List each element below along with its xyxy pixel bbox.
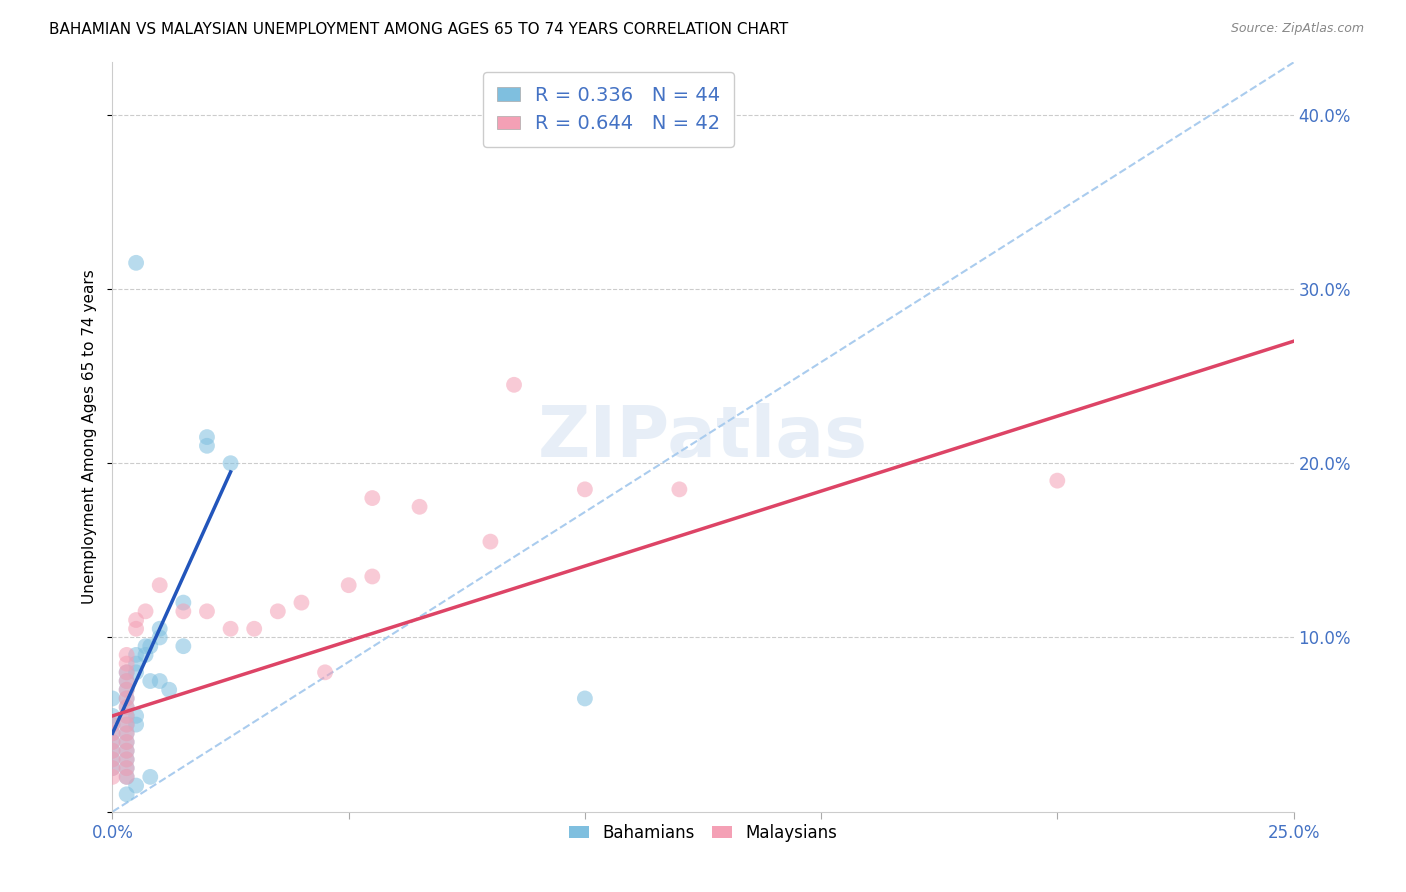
Point <box>361 491 384 505</box>
Legend: Bahamians, Malaysians: Bahamians, Malaysians <box>562 817 844 848</box>
Point <box>115 717 138 731</box>
Point <box>361 569 384 583</box>
Point <box>115 691 138 706</box>
Point <box>115 761 138 775</box>
Point <box>115 726 138 740</box>
Point <box>125 779 148 793</box>
Point <box>115 648 138 662</box>
Point <box>408 500 430 514</box>
Point <box>668 483 690 497</box>
Point <box>125 709 148 723</box>
Point <box>195 430 218 444</box>
Point <box>101 709 124 723</box>
Point <box>479 534 502 549</box>
Point <box>101 761 124 775</box>
Point <box>101 744 124 758</box>
Point <box>125 657 148 671</box>
Point <box>115 665 138 680</box>
Point <box>115 770 138 784</box>
Point <box>101 726 124 740</box>
Point <box>115 744 138 758</box>
Point <box>115 682 138 697</box>
Point <box>101 752 124 766</box>
Point <box>125 717 148 731</box>
Point <box>125 665 148 680</box>
Point <box>115 752 138 766</box>
Point <box>115 709 138 723</box>
Point <box>125 648 148 662</box>
Y-axis label: Unemployment Among Ages 65 to 74 years: Unemployment Among Ages 65 to 74 years <box>82 269 97 605</box>
Point <box>115 691 138 706</box>
Point <box>115 735 138 749</box>
Point <box>101 691 124 706</box>
Point <box>139 639 162 653</box>
Point <box>115 752 138 766</box>
Text: ZIPatlas: ZIPatlas <box>538 402 868 472</box>
Point <box>101 770 124 784</box>
Point <box>115 673 138 688</box>
Point <box>172 604 194 618</box>
Point <box>115 709 138 723</box>
Point <box>1046 474 1069 488</box>
Point <box>115 735 138 749</box>
Point <box>115 761 138 775</box>
Point <box>574 691 596 706</box>
Point <box>139 673 162 688</box>
Text: Source: ZipAtlas.com: Source: ZipAtlas.com <box>1230 22 1364 36</box>
Point <box>157 682 180 697</box>
Point <box>574 483 596 497</box>
Point <box>125 622 148 636</box>
Point <box>115 700 138 714</box>
Point <box>115 657 138 671</box>
Text: BAHAMIAN VS MALAYSIAN UNEMPLOYMENT AMONG AGES 65 TO 74 YEARS CORRELATION CHART: BAHAMIAN VS MALAYSIAN UNEMPLOYMENT AMONG… <box>49 22 789 37</box>
Point <box>101 735 124 749</box>
Point <box>172 639 194 653</box>
Point <box>172 596 194 610</box>
Point <box>115 726 138 740</box>
Point <box>243 622 266 636</box>
Point <box>101 752 124 766</box>
Point <box>149 631 172 645</box>
Point <box>135 639 157 653</box>
Point <box>101 744 124 758</box>
Point <box>149 673 172 688</box>
Point <box>101 735 124 749</box>
Point <box>503 377 526 392</box>
Point <box>125 256 148 270</box>
Point <box>219 622 242 636</box>
Point <box>219 456 242 470</box>
Point <box>149 578 172 592</box>
Point <box>314 665 336 680</box>
Point <box>101 717 124 731</box>
Point <box>115 682 138 697</box>
Point <box>115 665 138 680</box>
Point <box>125 613 148 627</box>
Point <box>337 578 360 592</box>
Point <box>267 604 290 618</box>
Point <box>115 744 138 758</box>
Point <box>115 700 138 714</box>
Point <box>290 596 312 610</box>
Point <box>115 770 138 784</box>
Point <box>195 604 218 618</box>
Point <box>139 770 162 784</box>
Point <box>195 439 218 453</box>
Point <box>101 761 124 775</box>
Point <box>149 622 172 636</box>
Point <box>115 787 138 801</box>
Point <box>115 673 138 688</box>
Point <box>135 604 157 618</box>
Point <box>135 648 157 662</box>
Point <box>101 726 124 740</box>
Point <box>115 717 138 731</box>
Point <box>101 717 124 731</box>
